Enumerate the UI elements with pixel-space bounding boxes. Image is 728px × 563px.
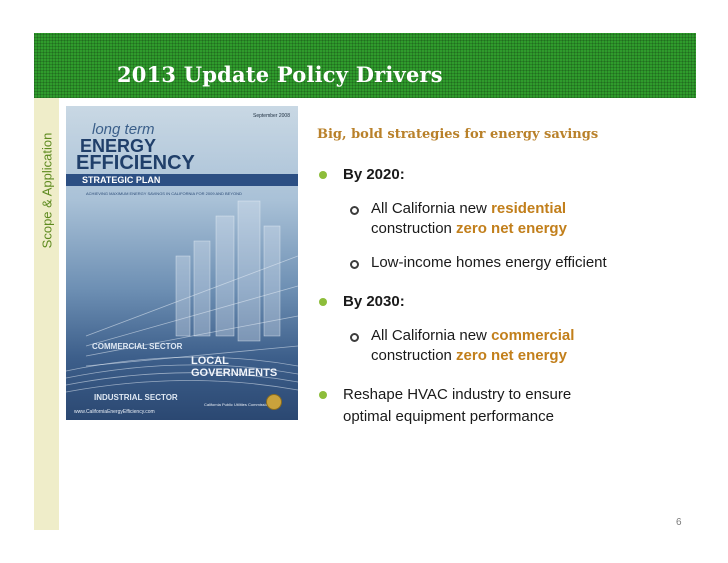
- cover-date: September 2008: [253, 113, 290, 119]
- sub-bullet-low-income: Low-income homes energy efficient: [371, 253, 607, 273]
- sub-bullet-residential: All California new residential construct…: [371, 199, 567, 239]
- hvac-line-2: optimal equipment performance: [343, 408, 554, 425]
- hvac-line-1: Reshape HVAC industry to ensure: [343, 386, 571, 403]
- sub-text: construction: [371, 347, 456, 364]
- sub-bullet-commercial: All California new commercial constructi…: [371, 326, 574, 366]
- sub-text: All California new: [371, 327, 491, 344]
- cpuc-seal-icon: [266, 394, 282, 410]
- sub-bullet-ring-icon: [350, 333, 359, 342]
- bullet-hvac: Reshape HVAC industry to ensure optimal …: [343, 384, 571, 428]
- section-label-wrap: Scope & Application: [34, 98, 59, 283]
- sub-bullet-ring-icon: [350, 260, 359, 269]
- section-sidebar: Scope & Application: [34, 98, 59, 530]
- sub-text: All California new: [371, 200, 491, 217]
- sub-text: construction: [371, 220, 456, 237]
- bullet-2020: By 2020:: [343, 164, 405, 186]
- content-subhead: Big, bold strategies for energy savings: [317, 127, 598, 142]
- cover-url: www.CaliforniaEnergyEfficiency.com: [74, 409, 155, 415]
- slide-title: 2013 Update Policy Drivers: [117, 62, 443, 87]
- cover-cpuc: California Public Utilities Commission: [204, 402, 270, 407]
- page-number: 6: [676, 517, 682, 528]
- cover-title-plan: STRATEGIC PLAN: [82, 174, 160, 186]
- highlight-zne: zero net energy: [456, 347, 567, 364]
- cover-cityscape-art: [66, 196, 298, 420]
- bullet-dot-icon: [319, 171, 327, 179]
- highlight-zne: zero net energy: [456, 220, 567, 237]
- section-label: Scope & Application: [39, 133, 54, 249]
- cover-commercial-label: COMMERCIAL SECTOR: [92, 342, 182, 351]
- strategic-plan-cover-image: September 2008 long term ENERGY EFFICIEN…: [66, 106, 298, 420]
- highlight-commercial: commercial: [491, 327, 574, 344]
- cover-local-label: LOCAL GOVERNMENTS: [191, 355, 298, 379]
- bullet-dot-icon: [319, 298, 327, 306]
- bullet-dot-icon: [319, 391, 327, 399]
- cover-title-efficiency: EFFICIENCY: [76, 152, 195, 175]
- bullet-2030: By 2030:: [343, 291, 405, 313]
- highlight-residential: residential: [491, 200, 566, 217]
- cover-industrial-label: INDUSTRIAL SECTOR: [94, 393, 178, 402]
- sub-bullet-ring-icon: [350, 206, 359, 215]
